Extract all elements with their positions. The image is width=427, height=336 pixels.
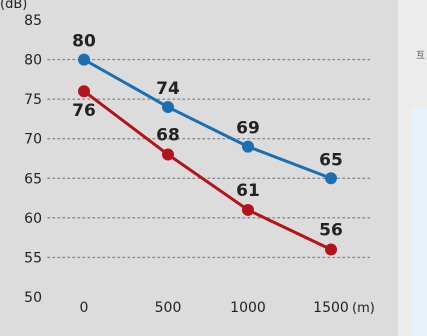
x-tick-label-0: 0	[80, 300, 89, 316]
x-tick-label-500: 500	[155, 300, 182, 316]
y-tick-label-55: 55	[24, 250, 42, 266]
y-tick-label-70: 70	[24, 132, 42, 148]
data-point-0-2	[242, 140, 254, 153]
y-tick-label-80: 80	[24, 53, 42, 69]
side-panel-glyph: 互	[416, 51, 426, 61]
data-label-1-0: 76	[72, 101, 96, 121]
series-line-0	[83, 58, 332, 180]
data-point-0-1	[162, 101, 174, 114]
line-chart: 50 55 60 65 70 75 80 85(dB) 0 500 1000 1500 (m) 80 74 6…	[0, 0, 375, 316]
data-point-0-0	[78, 53, 90, 66]
data-label-1-1: 68	[156, 126, 180, 146]
data-point-0-3	[325, 172, 337, 185]
x-unit-label: (m)	[352, 301, 375, 316]
y-tick-label-85: 85	[24, 13, 42, 29]
series-line-1	[83, 90, 332, 251]
x-tick-label-1500: 1500	[313, 300, 349, 316]
data-point-1-2	[242, 203, 254, 216]
x-tick-label-1000: 1000	[230, 300, 266, 316]
data-label-0-3: 65	[319, 150, 343, 170]
y-unit-label: (dB)	[0, 0, 27, 12]
data-label-0-2: 69	[236, 119, 260, 139]
data-point-1-1	[162, 148, 174, 161]
data-point-1-3	[325, 243, 337, 256]
data-label-1-3: 56	[319, 221, 343, 241]
data-point-1-0	[78, 85, 90, 98]
data-label-1-2: 61	[236, 181, 260, 201]
y-tick-label-50: 50	[24, 290, 42, 306]
side-panel-box	[412, 108, 427, 336]
data-label-0-0: 80	[72, 32, 96, 52]
data-label-0-1: 74	[156, 79, 180, 99]
y-tick-label-65: 65	[24, 171, 42, 187]
y-tick-label-75: 75	[24, 92, 42, 108]
y-tick-label-60: 60	[24, 211, 42, 227]
chart-panel: 50 55 60 65 70 75 80 85 (dB) 0 500 1000 1500 (m) 80 74 6…	[0, 0, 375, 316]
side-panel	[398, 0, 427, 336]
